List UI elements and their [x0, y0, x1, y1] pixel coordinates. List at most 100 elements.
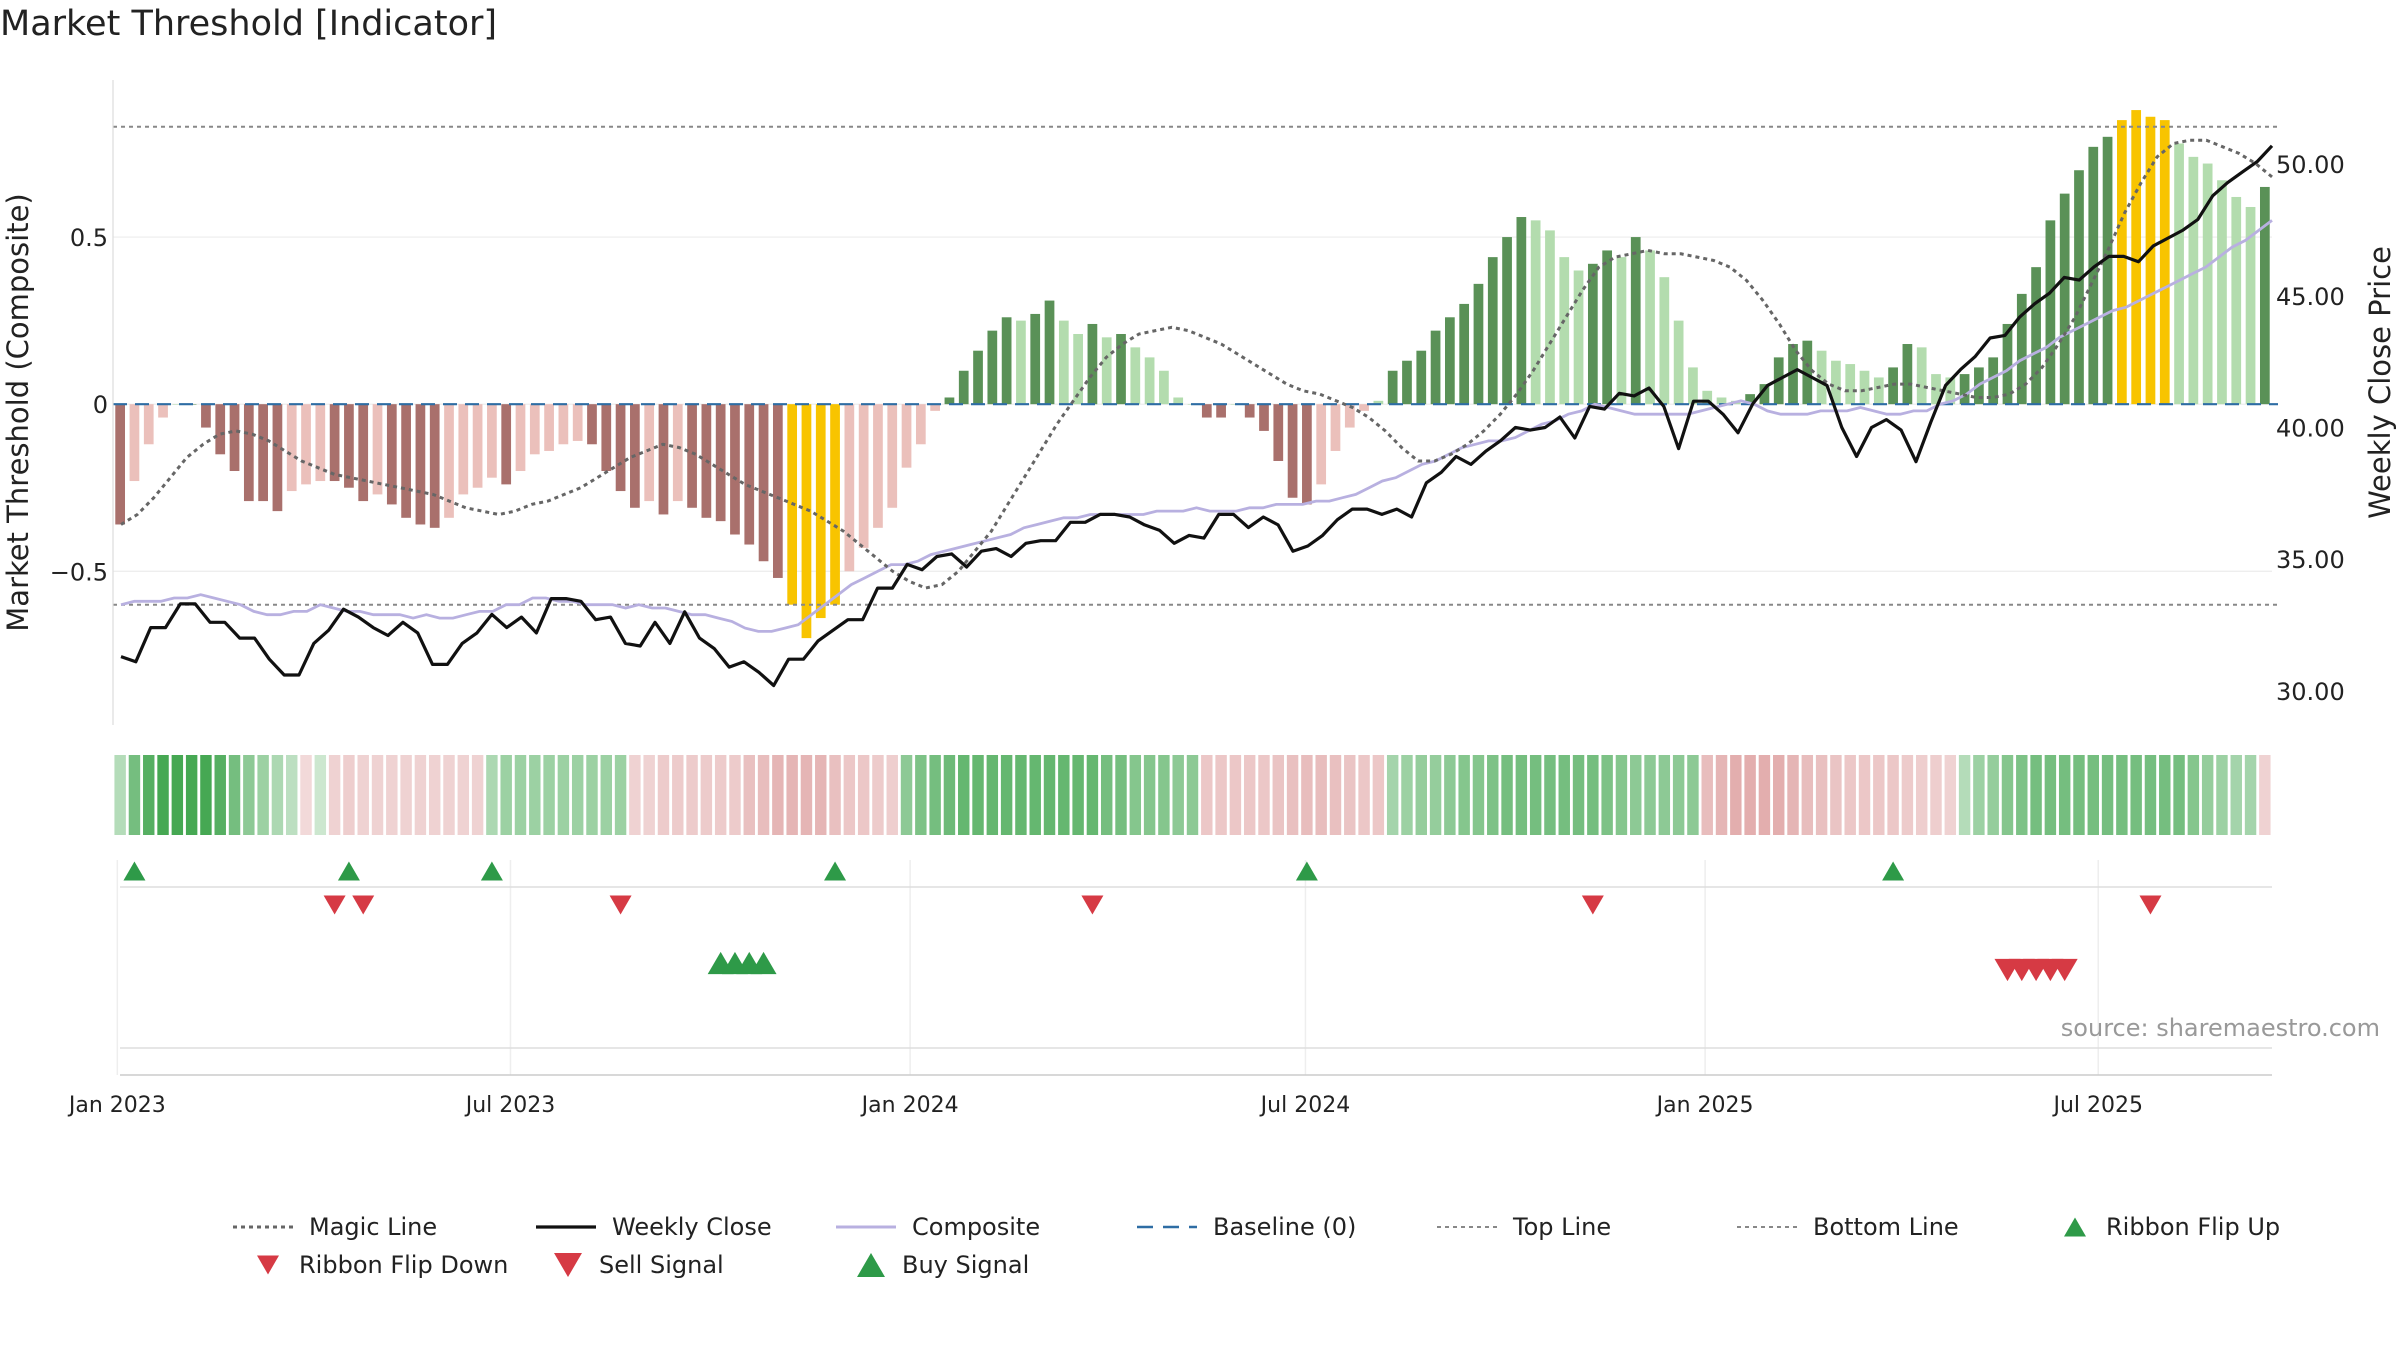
- composite-bar: [286, 404, 297, 492]
- composite-bar: [501, 404, 512, 485]
- ribbon-flip-up-marker: [824, 861, 847, 881]
- ribbon-cell: [600, 755, 613, 835]
- ribbon-cell: [1787, 755, 1799, 835]
- ribbon-cell: [529, 755, 541, 835]
- ribbon-cell: [2216, 755, 2228, 835]
- legend-swatch: [554, 1253, 582, 1277]
- composite-bar: [415, 404, 426, 525]
- composite-bar: [1487, 257, 1498, 405]
- composite-bar: [1159, 370, 1169, 405]
- legend-item: Ribbon Flip Up: [2060, 1210, 2280, 1244]
- composite-bar: [2188, 156, 2199, 405]
- composite-bar: [372, 404, 383, 495]
- composite-bar: [844, 404, 855, 572]
- ribbon-cell: [300, 755, 312, 835]
- composite-bar: [2102, 136, 2113, 405]
- composite-bar: [1402, 360, 1412, 405]
- composite-bar: [1516, 217, 1527, 405]
- legend-item: Top Line: [1437, 1210, 1611, 1244]
- ribbon-cell: [1672, 755, 1685, 835]
- composite-bar: [386, 404, 397, 505]
- chart-title: Market Threshold [Indicator]: [0, 4, 498, 44]
- ribbon-cell: [1830, 755, 1842, 835]
- composite-bar: [758, 404, 769, 562]
- ribbon-cell: [743, 755, 755, 835]
- composite-bar: [1573, 270, 1584, 405]
- composite-bar: [558, 404, 569, 445]
- composite-bar: [1916, 347, 1927, 405]
- ribbon-cell: [843, 755, 856, 835]
- ribbon-cell: [1043, 755, 1056, 835]
- left-tick-label: 0.5: [70, 224, 108, 252]
- left-tick-label: −0.5: [50, 558, 108, 586]
- left-axis-title: Market Threshold (Composite): [1, 193, 35, 631]
- ribbon-cell: [1000, 755, 1013, 835]
- ribbon-cell: [714, 755, 727, 835]
- composite-bar: [901, 404, 912, 468]
- ribbon-cell: [900, 755, 913, 835]
- ribbon-cell: [1086, 755, 1099, 835]
- ribbon-cell: [2101, 755, 2114, 835]
- composite-bar: [1902, 344, 1913, 405]
- ribbon-cell: [143, 755, 155, 835]
- ribbon-cell: [328, 755, 341, 835]
- composite-bar: [1788, 344, 1798, 405]
- ribbon-cell: [2230, 755, 2242, 835]
- ribbon-cell: [1315, 755, 1327, 835]
- composite-bar: [1201, 404, 1212, 418]
- ribbon-cell: [929, 755, 941, 835]
- composite-bar: [715, 404, 726, 522]
- ribbon-cell: [1987, 755, 1999, 835]
- composite-bar: [143, 404, 154, 445]
- ribbon-cell: [1372, 755, 1385, 835]
- ribbon-cell: [1873, 755, 1885, 835]
- composite-bar: [1816, 350, 1827, 405]
- x-tick-label: Jan 2023: [67, 1093, 166, 1118]
- legend-swatch: [233, 1225, 293, 1229]
- composite-bar: [601, 404, 612, 472]
- ribbon-cell: [1887, 755, 1899, 835]
- ribbon-cell: [829, 755, 841, 835]
- ribbon-cell: [643, 755, 655, 835]
- ribbon-cell: [986, 755, 999, 835]
- ribbon-cell: [200, 755, 212, 835]
- composite-bar: [2145, 116, 2156, 405]
- ribbon-cell: [1301, 755, 1313, 835]
- ribbon-cell: [2259, 755, 2271, 835]
- ribbon-cell: [958, 755, 970, 835]
- ribbon-cell: [571, 755, 584, 835]
- composite-bar: [958, 370, 969, 405]
- ribbon-cell: [2144, 755, 2157, 835]
- composite-bar: [644, 404, 655, 502]
- ribbon-cell: [228, 755, 241, 835]
- composite-bar: [1802, 340, 1813, 405]
- legend-swatch: [257, 1255, 279, 1275]
- ribbon-cell: [1186, 755, 1199, 835]
- ribbon-cell: [1944, 755, 1957, 835]
- axes-layer: 0.5 0 −0.5 50.00 45.00 40.00 35.00 30.00 Market …: [1, 80, 2397, 725]
- composite-bar: [2245, 206, 2256, 405]
- x-tick-label: Jul 2024: [1259, 1093, 1351, 1118]
- ribbon-flip-up-marker: [123, 861, 146, 881]
- ribbon-cell: [243, 755, 255, 835]
- ribbon-cell: [171, 755, 184, 835]
- ribbon-cell: [1744, 755, 1756, 835]
- composite-bar: [1116, 333, 1126, 405]
- composite-bar: [1630, 237, 1641, 405]
- composite-line: [120, 219, 2273, 633]
- composite-bar: [115, 404, 126, 525]
- composite-bar: [1244, 404, 1255, 418]
- legend-label: Ribbon Flip Down: [299, 1251, 509, 1279]
- weekly-close-line: [120, 144, 2274, 688]
- ribbon-cell: [757, 755, 770, 835]
- legend-swatch: [1737, 1226, 1797, 1228]
- ribbon-cell: [629, 755, 641, 835]
- ribbon-cell: [1129, 755, 1142, 835]
- composite-bar: [858, 404, 869, 548]
- ribbon-cell: [386, 755, 398, 835]
- source-credit: source: sharemaestro.com: [2060, 1014, 2380, 1042]
- legend-label: Composite: [912, 1213, 1041, 1241]
- right-tick-label: 35.00: [2276, 546, 2345, 574]
- composite-bar: [1073, 333, 1083, 405]
- ribbon-cell: [2187, 755, 2200, 835]
